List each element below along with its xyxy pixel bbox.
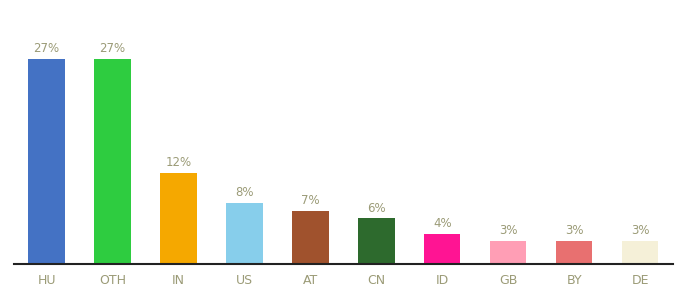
Text: 3%: 3%	[499, 224, 517, 237]
Bar	[95, 59, 131, 264]
Text: 27%: 27%	[33, 42, 60, 55]
Text: 6%: 6%	[367, 202, 386, 214]
Bar	[556, 241, 592, 264]
Text: 3%: 3%	[565, 224, 583, 237]
Text: 7%: 7%	[301, 194, 320, 207]
Text: 3%: 3%	[631, 224, 649, 237]
Bar	[490, 241, 526, 264]
Text: 4%: 4%	[433, 217, 452, 230]
Text: 12%: 12%	[165, 156, 192, 169]
Bar	[358, 218, 394, 264]
Bar	[29, 59, 65, 264]
Bar	[622, 241, 658, 264]
Bar	[160, 173, 197, 264]
Text: 8%: 8%	[235, 186, 254, 200]
Bar	[226, 203, 262, 264]
Bar	[292, 211, 328, 264]
Text: 27%: 27%	[99, 42, 126, 55]
Bar	[424, 234, 460, 264]
